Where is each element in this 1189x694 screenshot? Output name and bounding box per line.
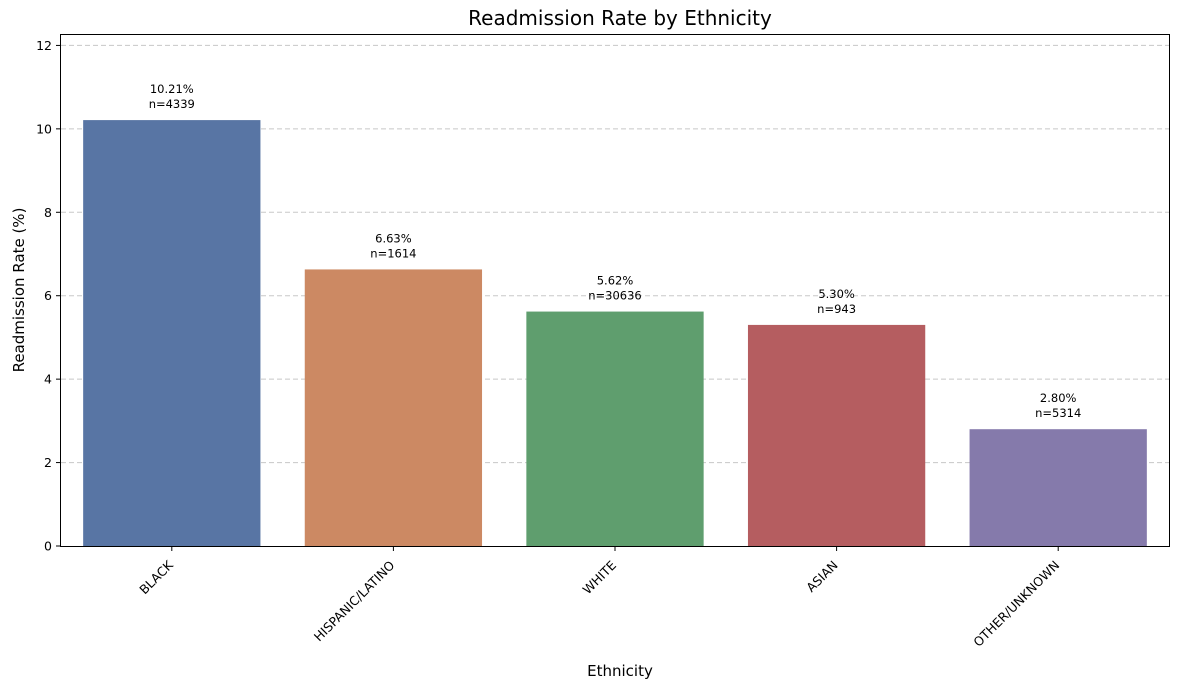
y-tick-label: 0 <box>44 539 52 554</box>
bar-value-label: 2.80% <box>1040 391 1077 405</box>
y-axis-label: Readmission Rate (%) <box>10 208 28 373</box>
bar-hispanic-latino <box>304 269 483 546</box>
bar-other-unknown <box>969 429 1147 546</box>
x-tick-label: HISPANIC/LATINO <box>311 557 398 644</box>
x-tick-label: OTHER/UNKNOWN <box>970 558 1062 650</box>
y-tick-label: 4 <box>44 372 52 387</box>
x-tick-label: BLACK <box>136 557 176 597</box>
chart-title: Readmission Rate by Ethnicity <box>468 6 772 30</box>
y-tick-label: 6 <box>44 288 52 303</box>
x-axis-label: Ethnicity <box>587 662 653 680</box>
x-tick-label: ASIAN <box>803 558 841 596</box>
bar-asian <box>747 324 926 546</box>
y-tick-label: 2 <box>44 455 52 470</box>
bar-value-label: 6.63% <box>375 231 412 245</box>
plot-frame <box>60 34 1170 547</box>
data-labels: 10.21%n=4339 6.63%n=1614 5.62%n=30636 5.30%… <box>149 82 1082 420</box>
y-tick-label: 10 <box>36 121 52 136</box>
x-tick-label: WHITE <box>580 557 620 597</box>
bar-count-label: n=30636 <box>588 289 642 303</box>
y-tick-label: 8 <box>44 205 52 220</box>
bar-white <box>526 311 704 546</box>
bar-value-label: 10.21% <box>150 82 194 96</box>
bar-count-label: n=1614 <box>370 246 416 260</box>
bar-value-label: 5.30% <box>818 287 855 301</box>
bar-count-label: n=4339 <box>149 97 195 111</box>
y-tick-label: 12 <box>36 38 52 53</box>
bars <box>83 120 1147 547</box>
bar-count-label: n=5314 <box>1035 406 1081 420</box>
bar-count-label: n=943 <box>817 302 856 316</box>
bar-value-label: 5.62% <box>597 274 634 288</box>
bar-black <box>83 120 261 547</box>
